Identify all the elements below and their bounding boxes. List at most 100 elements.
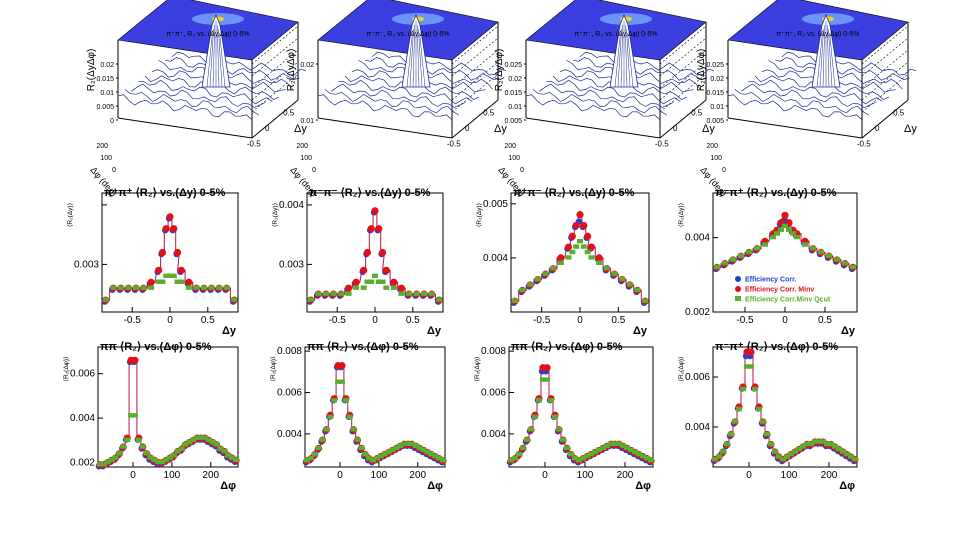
plot-title: ππ ⟨R₂⟩ vs.(Δφ) 0-5% (100, 341, 212, 353)
data-point (527, 282, 534, 287)
x-tick-label: -0.5 (247, 139, 261, 148)
data-point (548, 398, 554, 403)
data-point (608, 441, 614, 446)
data-point (345, 291, 352, 296)
surface-mesh-line (734, 89, 869, 116)
data-point (604, 443, 610, 449)
y-tick-label: 100 (710, 155, 722, 162)
data-point (170, 225, 178, 233)
data-point (730, 257, 736, 262)
data-point (331, 398, 338, 403)
y-tick-label: 0.008 (277, 346, 302, 357)
plot-title: ππ ⟨R₂⟩ vs.(Δφ) 0-5% (511, 341, 623, 353)
data-point (363, 248, 372, 257)
surface-mesh-line (138, 79, 273, 105)
data-point (135, 437, 142, 443)
x-tick-label: 0 (465, 124, 470, 133)
y-tick-label: 100 (300, 155, 312, 162)
z-tick-label: 0.02 (508, 76, 522, 83)
surface-mesh-line (317, 94, 453, 120)
data-point (532, 414, 538, 420)
data-point (406, 291, 412, 296)
surface-mesh-line (365, 57, 500, 81)
data-point (640, 453, 646, 459)
projection-plot: -0.5 0 0.5 0.003 Δy ⟨R₂(Δy)⟩ π⁺π⁺ ⟨R₂⟩ vs.(Δy)… (66, 187, 239, 337)
data-point (96, 462, 103, 467)
y-tick-label: 0 (312, 167, 316, 174)
data-point (842, 260, 848, 266)
data-point (421, 291, 428, 296)
x-tick-label: 100 (577, 470, 594, 481)
x-tick-label: 0 (337, 470, 343, 481)
data-point (720, 449, 726, 454)
data-point (794, 234, 800, 240)
data-point (358, 445, 365, 451)
x-tick-label: 0 (746, 470, 752, 481)
data-point (642, 298, 649, 303)
y-axis-label: ⟨R₂(Δφ)⟩ (269, 356, 277, 382)
data-point (368, 279, 375, 284)
y-tick-label: 0 (722, 167, 726, 174)
data-point (528, 427, 534, 432)
surface-mesh-line (748, 79, 883, 105)
surface-base (727, 99, 909, 139)
data-point (173, 248, 182, 257)
surface-mesh-line (131, 83, 266, 108)
x-tick-label: 100 (781, 470, 798, 481)
z-tick-label: 0 (110, 118, 114, 125)
x-tick-label: 0 (542, 470, 548, 481)
data-point (390, 278, 398, 286)
grid-line (861, 49, 909, 89)
data-point (178, 446, 185, 451)
data-point (223, 285, 230, 290)
x-tick-label: 100 (164, 470, 181, 481)
data-point (108, 457, 115, 463)
y-axis-label: ⟨R₂(Δy)⟩ (66, 202, 74, 227)
data-point (375, 279, 382, 284)
surface-mesh-line (324, 89, 459, 116)
z-tick-label: 0.025 (504, 62, 522, 69)
data-point (595, 254, 603, 262)
data-point (774, 231, 780, 236)
z-tick-label: 0.015 (504, 90, 522, 97)
surface-mesh-line (165, 57, 300, 81)
data-point (840, 449, 846, 454)
y-tick-label: 0.008 (481, 346, 506, 357)
data-point (569, 249, 576, 255)
data-point (519, 287, 526, 293)
surface-base (317, 99, 499, 139)
x-tick-label: 0.5 (483, 109, 495, 118)
x-tick-label: 0 (372, 315, 378, 326)
data-point (170, 453, 177, 458)
data-point (572, 221, 580, 230)
x-tick-label: 0.5 (611, 315, 625, 326)
data-point (346, 414, 353, 420)
data-point (632, 449, 638, 455)
plot-title: π⁻π⁺ ⟨R₂⟩ vs.(Δφ) 0-5% (715, 341, 838, 353)
x-tick-label: 200 (821, 470, 838, 481)
data-point (778, 227, 784, 232)
data-point (634, 287, 641, 293)
plot-title: π⁻π⁻ ⟨R₂⟩ vs.(Δy) 0-5% (309, 187, 431, 199)
data-point (327, 414, 334, 420)
x-tick-label: -0.5 (124, 315, 142, 326)
z-tick-label: 0.01 (710, 104, 724, 111)
y-tick-label: 0.006 (277, 388, 302, 399)
data-point (231, 297, 238, 302)
x-axis-label: Δy (494, 123, 507, 135)
data-point (398, 291, 405, 296)
x-axis-label: Δφ (839, 480, 855, 492)
step-line (305, 365, 445, 462)
data-point (311, 451, 318, 457)
surface-mesh-line (539, 83, 674, 108)
x-axis-label: Δy (841, 325, 856, 337)
x-tick-label: 0 (577, 315, 583, 326)
data-point (716, 454, 722, 459)
data-point (177, 266, 185, 274)
data-point (194, 435, 201, 440)
z-tick-label: 0.02 (710, 76, 724, 83)
data-point (393, 445, 400, 451)
data-point (587, 243, 596, 251)
z-axis-label: R₂(ΔyΔφ) (696, 49, 707, 92)
